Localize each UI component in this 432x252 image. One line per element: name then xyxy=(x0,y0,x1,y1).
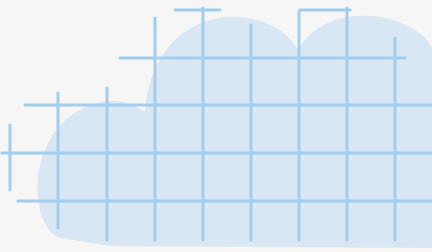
page xyxy=(0,0,432,252)
cloud-illustration xyxy=(0,0,432,252)
